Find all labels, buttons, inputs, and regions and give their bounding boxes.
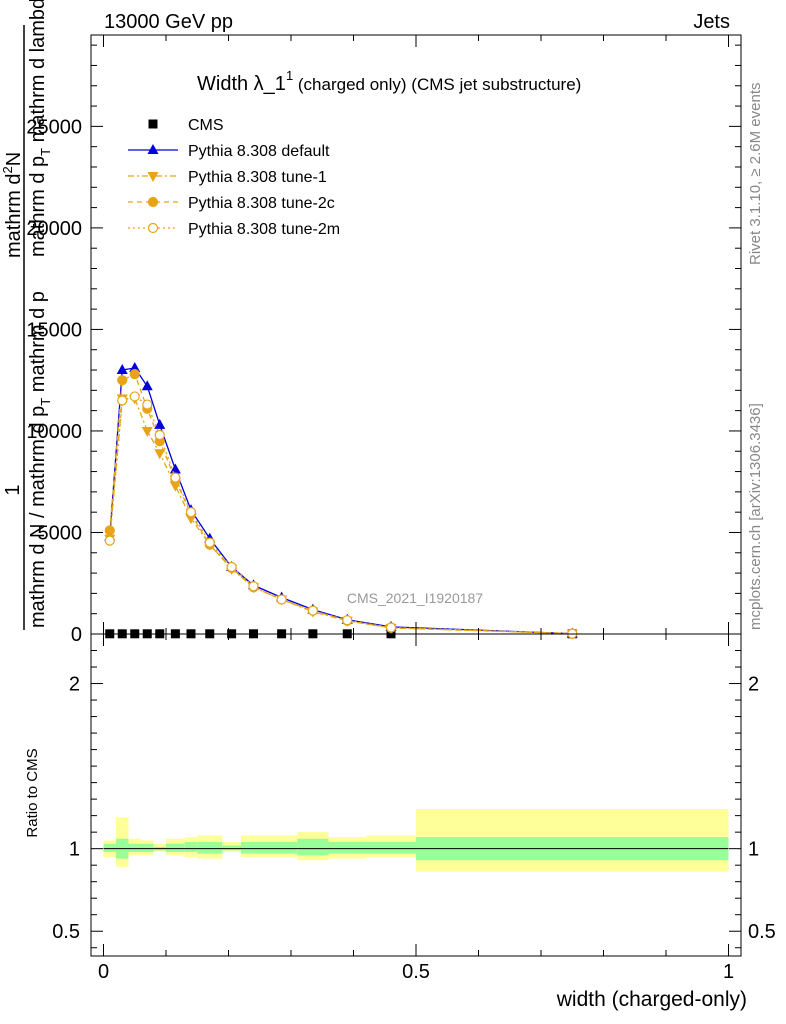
ratio-ytick-label-right: 2 <box>748 674 759 696</box>
main-title: Width λ_11 (charged only) (CMS jet subst… <box>197 68 581 95</box>
ratio-stat-band <box>241 842 266 854</box>
data-point-t2m <box>248 581 259 592</box>
data-point-t2m <box>342 615 353 626</box>
legend-marker-cms <box>148 119 158 129</box>
legend-label-t2m: Pythia 8.308 tune-2m <box>188 221 340 238</box>
data-point-t2m <box>276 594 287 605</box>
data-point-def <box>116 364 128 375</box>
main-ytick-label: 15000 <box>26 319 82 341</box>
legend-marker-t2m <box>147 222 159 234</box>
main-series-group <box>104 362 578 640</box>
main-title-text: Width λ_1 <box>197 73 286 95</box>
ratio-stat-band <box>297 838 329 856</box>
legend-label-cms: CMS <box>188 117 224 134</box>
series-line-t1 <box>109 397 573 635</box>
data-point-t2c <box>129 368 140 380</box>
series-line-t2c <box>109 373 573 635</box>
ratio-stat-band <box>197 842 223 854</box>
legend-item-cms: CMS <box>148 117 224 134</box>
series-line-t2m <box>109 395 573 635</box>
legend-item-t1: Pythia 8.308 tune-1 <box>128 169 327 186</box>
ratio-stat-band <box>328 842 366 854</box>
ratio-stat-band <box>128 843 141 852</box>
data-point-t2m <box>226 561 237 573</box>
header-right: Jets <box>693 11 730 33</box>
legend-item-t2c: Pythia 8.308 tune-2c <box>128 195 335 212</box>
legend: CMS Pythia 8.308 default Pythia 8.308 tune… <box>128 117 340 238</box>
data-point-t2m <box>185 507 197 518</box>
legend-item-def: Pythia 8.308 default <box>128 143 330 160</box>
main-ytick-label: 25000 <box>26 116 82 138</box>
ratio-ytick-label-right: 0.5 <box>748 921 776 943</box>
ratio-stat-band <box>366 842 416 854</box>
main-ylabel: 1 mathrm d N / mathrm d pT mathrm d p ma… <box>0 0 53 630</box>
ratio-xlabel: width (charged-only) <box>556 988 747 1011</box>
series-t1 <box>104 394 578 640</box>
legend-label-t2c: Pythia 8.308 tune-2c <box>188 195 335 212</box>
ratio-xtick-label: 1 <box>723 961 734 983</box>
data-point-def <box>141 380 153 391</box>
legend-marker-t1 <box>147 172 159 182</box>
main-ytick-label: 0 <box>71 624 82 646</box>
data-point-t2m <box>142 399 153 410</box>
ratio-xtick-label: 0 <box>98 961 109 983</box>
mcplots-source-label: mcplots.cern.ch [arXiv:1306.3436] <box>747 403 764 630</box>
legend-label-def: Pythia 8.308 default <box>188 143 330 160</box>
ylabel-lambda-numerator: mathrm d2N <box>0 152 25 258</box>
ratio-ytick-label-right: 1 <box>748 839 759 861</box>
ylabel-denominator: mathrm d N / mathrm d pT mathrm d p <box>27 291 53 628</box>
data-point-t2m <box>307 605 318 616</box>
ratio-stat-band <box>184 842 198 852</box>
legend-label-t1: Pythia 8.308 tune-1 <box>188 169 327 186</box>
ylabel-lambda-denominator: mathrm d pT mathrm d lambda <box>27 0 53 257</box>
data-point-t2m <box>154 429 165 441</box>
data-point-t2m <box>104 535 115 546</box>
ratio-stat-band <box>266 842 298 854</box>
ratio-stat-band <box>222 845 241 851</box>
data-point-t1 <box>141 426 153 437</box>
data-point-t2m <box>117 395 128 406</box>
ratio-ytick-label: 1 <box>69 839 80 861</box>
ratio-ytick-label: 0.5 <box>52 921 80 943</box>
header-left: 13000 GeV pp <box>104 11 233 33</box>
legend-marker-def <box>147 144 159 154</box>
ratio-axis-ticks: 0.5 0.5 1 1 2 2 0 0.5 1 <box>52 634 776 983</box>
ratio-xtick-label: 0.5 <box>402 961 430 983</box>
analysis-watermark: CMS_2021_I1920187 <box>347 590 483 606</box>
ratio-stat-band <box>166 843 185 852</box>
series-t2c <box>104 368 578 639</box>
series-line-def <box>109 367 573 635</box>
ratio-stat-band <box>141 843 154 852</box>
ylabel-numerator: 1 <box>2 484 24 495</box>
data-point-def <box>169 463 181 474</box>
data-point-t2m <box>170 472 181 483</box>
data-point-t1 <box>154 449 166 460</box>
data-point-t2m <box>129 391 140 402</box>
ratio-frame <box>90 633 742 957</box>
main-ytick-label: 5000 <box>38 522 83 544</box>
legend-marker-t2c <box>147 196 159 208</box>
rivet-version-label: Rivet 3.1.10, ≥ 2.6M events <box>747 83 764 266</box>
series-def <box>104 362 578 638</box>
ratio-plot-area <box>103 809 729 872</box>
main-title-rest: (charged only) (CMS jet substructure) <box>293 75 581 94</box>
main-ytick-label: 20000 <box>26 218 82 240</box>
main-ytick-label: 10000 <box>26 421 82 443</box>
data-point-def <box>154 418 166 429</box>
data-point-t2c <box>104 525 115 536</box>
data-point-t2m <box>385 622 397 633</box>
main-title-superscript: 1 <box>286 68 293 83</box>
ratio-ylabel: Ratio to CMS <box>24 748 41 837</box>
series-t2m <box>104 391 578 639</box>
ratio-ytick-label: 2 <box>69 674 80 696</box>
legend-item-t2m: Pythia 8.308 tune-2m <box>128 221 340 238</box>
ratio-stat-band <box>103 843 116 852</box>
data-point-def <box>129 362 141 373</box>
main-axis-ticks: 0 5000 10000 15000 20000 25000 <box>26 35 741 646</box>
data-point-t2c <box>117 375 128 386</box>
data-point-t2m <box>204 537 215 548</box>
